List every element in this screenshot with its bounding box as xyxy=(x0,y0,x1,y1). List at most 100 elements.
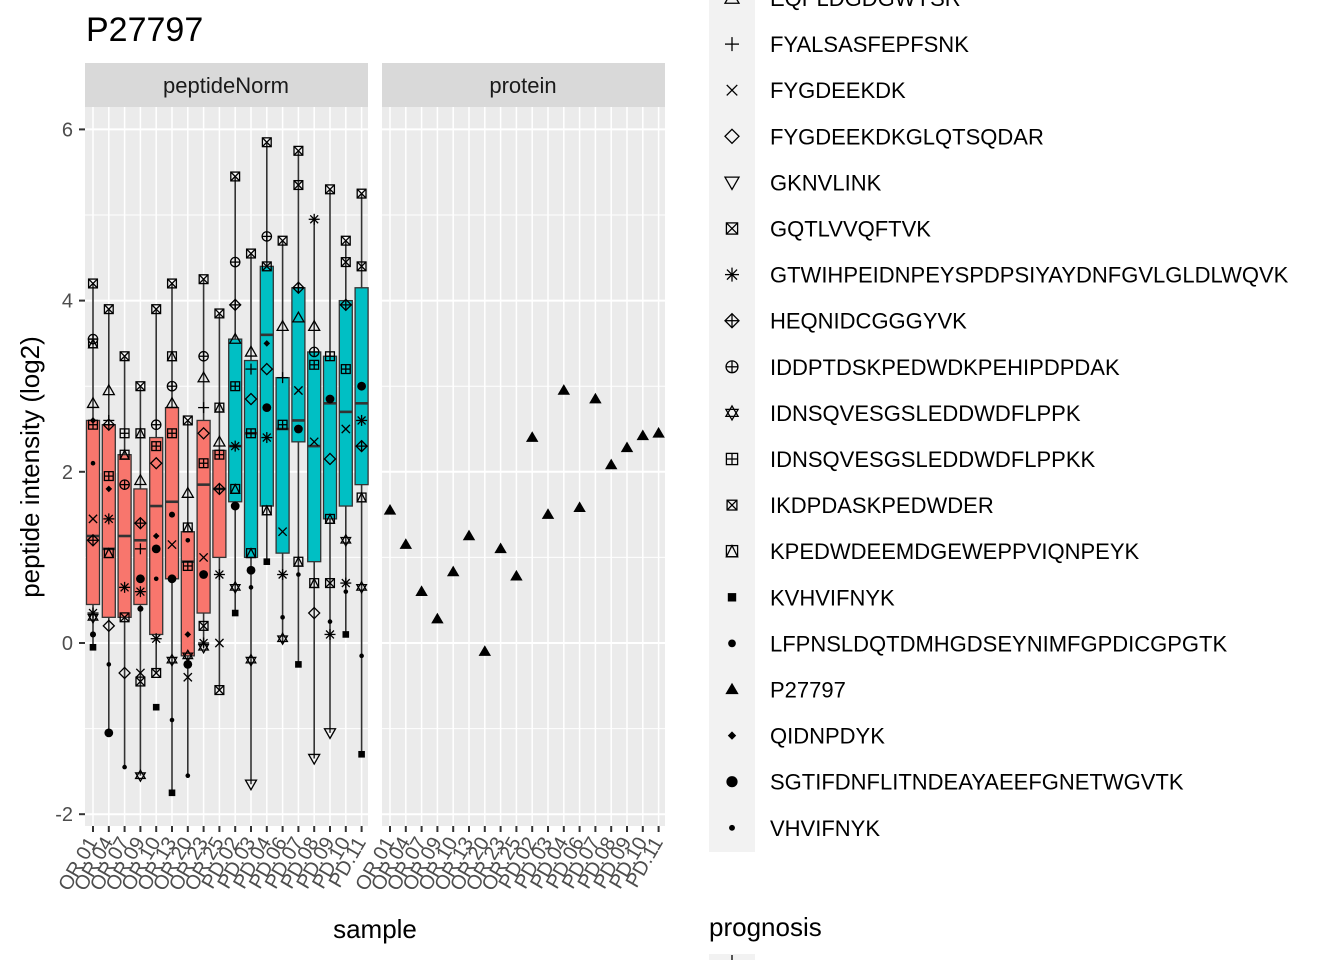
peptide-point xyxy=(106,662,111,667)
legend-label: KVHVIFNYK xyxy=(770,585,895,610)
legend-key xyxy=(726,361,738,373)
legend-label: IDDPTDSKPEDWDKPEHIPDPDAK xyxy=(770,355,1120,380)
y-tick-label: 0 xyxy=(62,633,73,655)
peptide-point xyxy=(91,461,96,466)
peptide-point xyxy=(103,513,114,524)
peptide-point xyxy=(261,432,272,443)
box-body xyxy=(229,339,242,502)
peptide-point xyxy=(295,661,302,668)
peptide-point xyxy=(310,347,319,356)
peptide-point xyxy=(167,382,176,391)
peptide-point xyxy=(277,569,288,580)
peptide-point xyxy=(120,480,129,489)
peptide-point xyxy=(280,615,285,620)
legend-label: FYGDEEKDK xyxy=(770,78,906,103)
y-tick-label: 4 xyxy=(62,291,73,313)
legend-key xyxy=(728,640,736,648)
peptide-point xyxy=(152,544,161,553)
peptide-point xyxy=(185,538,190,543)
legend-label: IDNSQVESGSLEDDWDFLPPKK xyxy=(770,447,1096,472)
peptide-point xyxy=(153,704,160,711)
box-body xyxy=(213,450,226,557)
peptide-point xyxy=(231,257,240,266)
peptide-point xyxy=(199,570,208,579)
box-body xyxy=(339,301,352,506)
peptide-point xyxy=(359,654,364,659)
box-body xyxy=(197,420,210,613)
x-axis-label: sample xyxy=(333,914,417,944)
peptide-point xyxy=(136,574,145,583)
peptide-point xyxy=(230,441,241,452)
legend-label: P27797 xyxy=(770,678,846,703)
peptide-point xyxy=(199,352,208,361)
legend-key xyxy=(729,825,735,831)
legend-key xyxy=(725,268,739,282)
chart-title: P27797 xyxy=(86,11,203,49)
peptide-point xyxy=(90,644,97,651)
peptide-point xyxy=(309,214,320,225)
peptide-point xyxy=(183,660,192,669)
peptide-point xyxy=(262,403,271,412)
peptide-point xyxy=(358,751,365,758)
chart: P27797 peptideNorm protein -20246OR.01OR… xyxy=(0,0,1344,960)
peptide-point xyxy=(296,572,301,577)
box-body xyxy=(292,288,305,442)
peptide-point xyxy=(88,334,97,343)
peptide-point xyxy=(168,574,177,583)
legend-key-column xyxy=(709,0,755,852)
peptide-point xyxy=(357,382,366,391)
peptide-point xyxy=(340,578,351,589)
facet-label-peptidenorm: peptideNorm xyxy=(163,73,289,98)
peptide-point xyxy=(343,631,350,638)
legend-label: FYGDEEKDKGLQTSQDAR xyxy=(770,124,1044,149)
peptide-point xyxy=(169,512,175,518)
legend-key xyxy=(728,593,736,601)
peptide-point xyxy=(356,415,367,426)
peptide-point xyxy=(170,718,175,723)
box-body xyxy=(245,361,258,558)
peptide-point xyxy=(247,566,256,575)
legend-label: GQTLVVQFTVK xyxy=(770,217,931,242)
peptide-point xyxy=(249,585,254,590)
peptide-point xyxy=(104,728,113,737)
legend-label: FYALSASFEPFSNK xyxy=(770,32,969,57)
peptide-point xyxy=(326,395,335,404)
legend-label: GTWIHPEIDNPEYSPDPSIYAYDNFGVLGLDLWQVK xyxy=(770,263,1289,288)
legend: prognosis EQPLDGDGWYSR FYALSASFEPFSNK FYGD… xyxy=(709,0,1289,960)
legend-label: QIDNPDYK xyxy=(770,724,885,749)
box-body xyxy=(87,420,100,604)
legend-label: IKDPDASKPEDWDER xyxy=(770,493,994,518)
peptide-point xyxy=(231,502,240,511)
peptide-point xyxy=(152,420,161,429)
peptide-point xyxy=(343,589,348,594)
box-body xyxy=(260,266,273,506)
legend-label: LFPNSLDQTDMHGDSEYNIMFGPDICGPGTK xyxy=(770,631,1227,656)
peptide-point xyxy=(328,619,333,624)
legend-label: KPEDWDEEMDGEWEPPVIQNPEYK xyxy=(770,539,1140,564)
y-tick-label: 6 xyxy=(62,119,73,141)
peptide-point xyxy=(137,606,143,612)
peptide-point xyxy=(232,610,239,617)
y-axis-label: peptide intensity (log2) xyxy=(15,336,45,598)
legend-prognosis-title: prognosis xyxy=(709,912,822,942)
peptide-point xyxy=(214,569,225,580)
box-body xyxy=(276,378,289,553)
peptide-point xyxy=(122,765,127,770)
y-tick-label: 2 xyxy=(62,462,73,484)
peptide-point xyxy=(325,629,336,640)
y-tick-label: -2 xyxy=(55,804,73,826)
legend-label: VHVIFNYK xyxy=(770,816,880,841)
peptide-point xyxy=(151,633,162,644)
legend-label: EQPLDGDGWYSR xyxy=(770,0,961,11)
box-body xyxy=(308,352,321,562)
legend-label: SGTIFDNFLITNDEAYAEEFGNETWGVTK xyxy=(770,770,1184,795)
peptide-point xyxy=(185,773,190,778)
legend-label: IDNSQVESGSLEDDWDFLPPK xyxy=(770,401,1081,426)
legend-label: HEQNIDCGGGYVK xyxy=(770,309,967,334)
peptide-point xyxy=(135,586,146,597)
legend-key xyxy=(726,776,737,787)
peptide-point xyxy=(119,582,130,593)
peptide-point xyxy=(264,558,271,565)
peptide-point xyxy=(262,232,271,241)
legend-label: GKNVLINK xyxy=(770,170,882,195)
